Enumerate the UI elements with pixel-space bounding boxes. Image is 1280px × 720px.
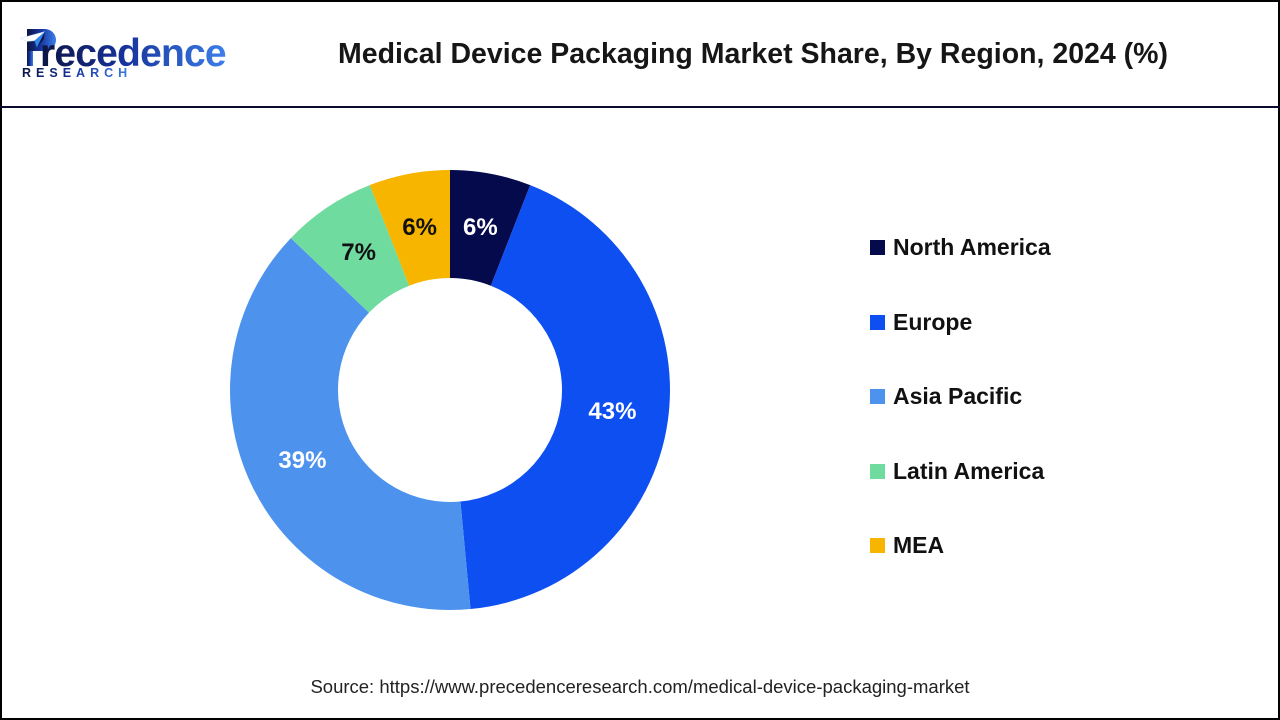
svg-text:43%: 43% (588, 398, 636, 425)
svg-text:39%: 39% (278, 447, 326, 474)
svg-text:7%: 7% (341, 239, 376, 266)
svg-text:6%: 6% (463, 214, 498, 241)
svg-text:6%: 6% (402, 214, 437, 241)
